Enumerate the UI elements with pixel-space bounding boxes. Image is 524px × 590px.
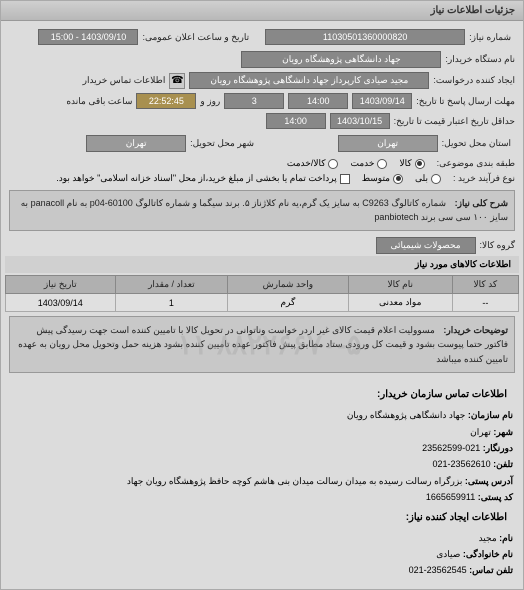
table-header: تاریخ نیاز [6, 276, 116, 294]
buyer-note-text: مسوولیت اعلام قیمت کالای غیر اردر خواست … [18, 325, 508, 364]
purchase-option-0[interactable]: بلی [415, 173, 441, 184]
creator-name-label: نام: [499, 533, 513, 543]
state-field: تهران [338, 135, 438, 152]
goods-group-label: گروه کالا: [480, 240, 515, 251]
radio-icon [393, 174, 403, 184]
commodity-option-0-label: کالا [399, 158, 411, 169]
org-name-label: نام سازمان: [468, 410, 513, 420]
purchase-option-1-label: متوسط [362, 173, 390, 184]
commodity-option-1[interactable]: خدمت [350, 158, 387, 169]
buyer-note-box: ۰۱۱-۸۸۲۲۶۶۷۰-۵ توضیحات خریدار: مسوولیت ا… [9, 316, 515, 373]
need-number-field: 11030501360000820 [265, 29, 465, 45]
commodity-option-0[interactable]: کالا [399, 158, 424, 169]
commodity-type-label: طبقه بندی موضوعی: [437, 158, 515, 169]
commodity-option-2-label: کالا/خدمت [287, 158, 326, 169]
days-remaining: 3 [224, 93, 284, 109]
creator-name: مجید [479, 533, 497, 543]
requester-label: نام دستگاه خریدار: [445, 54, 515, 65]
creator-family-label: نام خانوادگی: [463, 549, 513, 559]
contact-title: اطلاعات تماس سازمان خریدار: [11, 383, 513, 407]
announce-label: تاریخ و ساعت اعلان عمومی: [142, 32, 249, 43]
reply-deadline-label: مهلت ارسال پاسخ تا تاریخ: [416, 96, 515, 107]
table-header: نام کالا [348, 276, 452, 294]
creator-label: ایجاد کننده درخواست: [433, 75, 515, 86]
time-remaining: 22:52:45 [136, 93, 196, 109]
announce-field: 1403/09/10 - 15:00 [38, 29, 138, 45]
creator-family: صیادی [436, 549, 460, 559]
fax-value: 021-23562599 [422, 443, 480, 453]
creator-title: اطلاعات ایجاد کننده نیاز: [11, 506, 513, 530]
radio-icon [377, 159, 387, 169]
table-header: کد کالا [452, 276, 518, 294]
description-box: شرح کلی نیاز: شماره کاتالوگ C9263 به سای… [9, 190, 515, 231]
table-row[interactable]: -- مواد معدنی گرم 1 1403/09/14 [6, 294, 519, 312]
postal-value: 1665659911 [426, 492, 475, 502]
checkbox-icon [340, 174, 350, 184]
buyer-note-label: توضیحات خریدار: [443, 325, 508, 335]
price-validity-label: حداقل تاریخ اعتبار قیمت تا تاریخ: [394, 116, 515, 127]
phone-value: 23562610-021 [433, 459, 491, 469]
need-number-label: شماره نیاز: [469, 32, 511, 43]
commodity-option-2[interactable]: کالا/خدمت [287, 158, 339, 169]
city-field: تهران [86, 135, 186, 152]
contact-info-label: اطلاعات تماس خریدار [83, 75, 166, 86]
creator-field: مجید صیادی کارپرداز جهاد دانشگاهی پژوهشگ… [189, 72, 429, 89]
goods-group-field: محصولات شیمیائی [376, 237, 476, 254]
description-text: شماره کاتالوگ C9263 به سایز یک گرم،یه نا… [21, 198, 508, 222]
contact-info-icon[interactable]: ☎ [169, 73, 185, 89]
org-name: جهاد دانشگاهی پژوهشگاه رویان [347, 410, 466, 420]
purchase-type-label: نوع فرآیند خرید : [453, 173, 515, 184]
state-label: استان محل تحویل: [442, 138, 511, 149]
table-cell: 1403/09/14 [6, 294, 116, 312]
phone-label: تلفن: [493, 459, 513, 469]
goods-table: کد کالا نام کالا واحد شمارش تعداد / مقدا… [5, 275, 519, 312]
reply-deadline-time: 14:00 [288, 93, 348, 109]
goods-table-title: اطلاعات کالاهای مورد نیاز [5, 256, 519, 273]
radio-icon [328, 159, 338, 169]
description-label: شرح کلی نیاز: [455, 198, 508, 208]
table-cell: -- [452, 294, 518, 312]
reply-deadline-date: 1403/09/14 [352, 93, 412, 109]
purchase-option-1[interactable]: متوسط [362, 173, 403, 184]
table-cell: 1 [115, 294, 228, 312]
panel-header: جزئیات اطلاعات نیاز [1, 1, 523, 21]
requester-field: جهاد دانشگاهی پژوهشگاه رویان [241, 51, 441, 68]
address-label: آدرس پستی: [465, 476, 513, 486]
remaining-label: ساعت باقی مانده [66, 96, 132, 107]
creator-phone: 23562545-021 [409, 565, 467, 575]
city-label: شهر محل تحویل: [190, 138, 254, 149]
radio-icon [431, 174, 441, 184]
fax-label: دورنگار: [483, 443, 513, 453]
table-header: تعداد / مقدار [115, 276, 228, 294]
contact-city-label: شهر: [493, 427, 513, 437]
creator-phone-label: تلفن تماس: [469, 565, 513, 575]
address-value: بزرگراه رسالت رسیده به میدان رسالت میدان… [127, 476, 463, 486]
price-validity-date: 1403/10/15 [330, 113, 390, 129]
postal-label: کد پستی: [478, 492, 513, 502]
days-label: روز و [200, 96, 220, 107]
radio-icon [415, 159, 425, 169]
partial-payment-check[interactable]: پرداخت تمام یا بخشی از مبلغ خرید،از محل … [56, 173, 349, 184]
partial-payment-label: پرداخت تمام یا بخشی از مبلغ خرید،از محل … [56, 173, 336, 184]
table-cell: مواد معدنی [348, 294, 452, 312]
price-validity-time: 14:00 [266, 113, 326, 129]
contact-city: تهران [470, 427, 491, 437]
table-header: واحد شمارش [228, 276, 349, 294]
commodity-option-1-label: خدمت [350, 158, 374, 169]
purchase-option-0-label: بلی [415, 173, 428, 184]
table-cell: گرم [228, 294, 349, 312]
